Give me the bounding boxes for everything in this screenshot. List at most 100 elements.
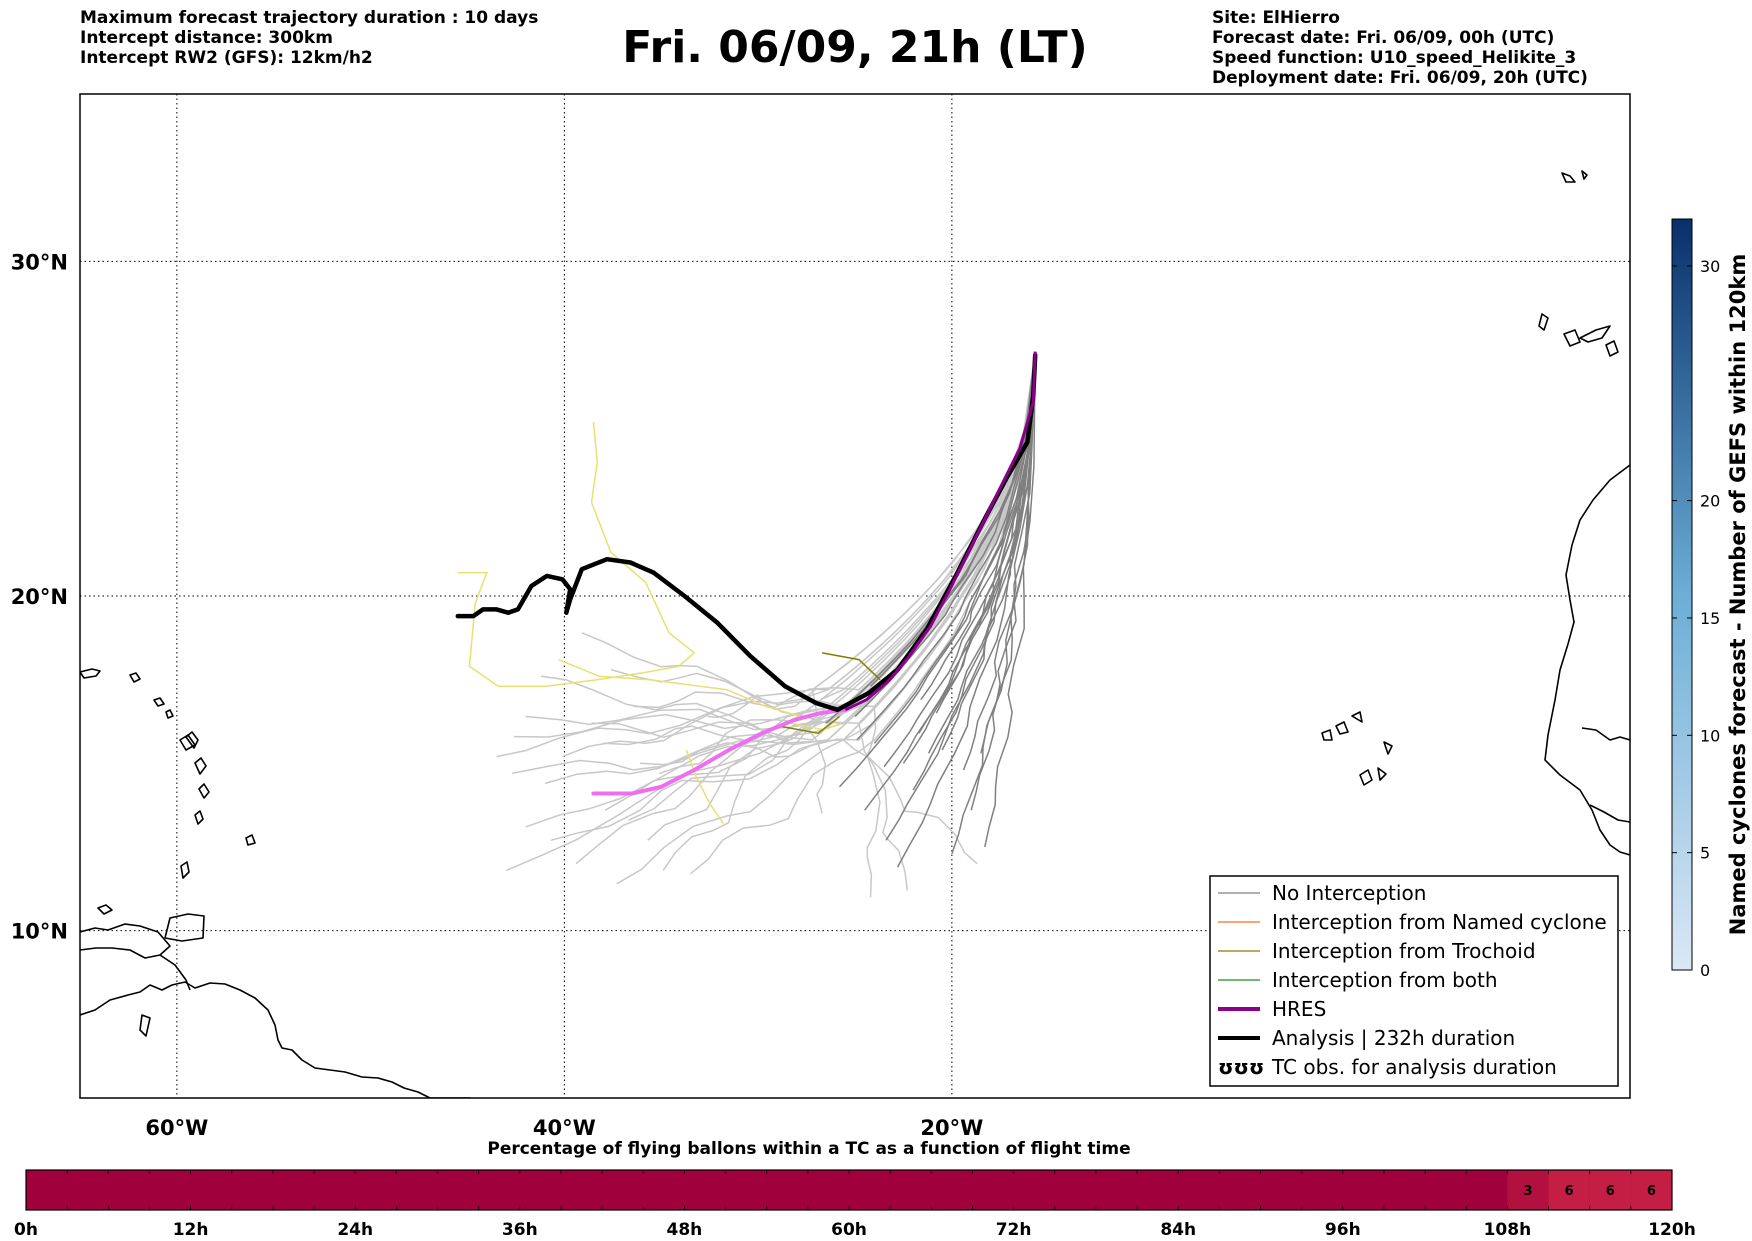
lon-tick-label: 60°W: [145, 1116, 208, 1140]
hres-pink-track-line: [591, 707, 848, 796]
light-track-line: [506, 351, 1036, 872]
coast-small-isle-b: [153, 697, 165, 707]
colorbar-tick-label: 10: [1700, 726, 1720, 745]
coast-canary-4: [1605, 340, 1619, 357]
coast-lesser-antilles-5: [180, 861, 190, 879]
coast-lesser-antilles-2: [194, 757, 207, 775]
deployment-date-text: Deployment date: Fri. 06/09, 20h (UTC): [1212, 68, 1588, 88]
trochoid-interception-tracks: [781, 652, 881, 734]
site-text: Site: ElHierro: [1212, 8, 1340, 28]
coast-canary-1: [1538, 313, 1549, 331]
trochoid-track-line: [781, 715, 840, 734]
legend-label: Analysis | 232h duration: [1272, 1026, 1515, 1050]
colorbar-tick-label: 20: [1700, 492, 1720, 511]
forecast-date-text: Forecast date: Fri. 06/09, 00h (UTC): [1212, 28, 1555, 48]
colorbar-tick-label: 15: [1700, 609, 1720, 628]
no-interception-track-line: [869, 351, 1036, 687]
no-interception-track-line: [864, 351, 1036, 811]
coast-canary-3: [1579, 325, 1611, 343]
timeline-frame: [25, 1169, 1673, 1211]
no-interception-track-line: [902, 351, 1036, 764]
colorbar-tick-label: 0: [1700, 961, 1710, 980]
coast-south-america: [80, 981, 470, 1098]
timeline-tick-label: 96h: [1325, 1220, 1361, 1240]
timeline-tick-label: 84h: [1160, 1220, 1196, 1240]
coast-small-isle-a: [129, 672, 141, 683]
no-interception-track-line: [980, 351, 1036, 754]
page-title: Fri. 06/09, 21h (LT): [622, 22, 1088, 73]
timeline-tick-label: 0h: [14, 1220, 38, 1240]
coast-cape-verde-4: [1335, 721, 1349, 735]
coast-madeira: [1561, 172, 1576, 183]
cyclone-colorbar: 0 5 10 15 20 30 Named cyclones forecast - Numb…: [1671, 218, 1750, 980]
yellow-track-line: [558, 658, 802, 718]
coast-canary-2: [1563, 329, 1581, 347]
light-track-line: [575, 351, 1036, 865]
timeline-bar: [26, 1170, 1672, 1210]
timeline-cell: [1548, 1170, 1590, 1210]
no-interception-track-line: [856, 351, 1036, 741]
coast-lesser-antilles-1: [185, 731, 199, 749]
no-interception-track-line: [873, 351, 1036, 744]
legend-label: Interception from both: [1272, 968, 1498, 992]
coast-cape-verde-1: [1359, 769, 1373, 786]
light-track-line: [634, 351, 1036, 709]
analysis-track-line: [455, 352, 1038, 713]
timeline-tick-label: 24h: [337, 1220, 373, 1240]
timeline-cell-value: 6: [1606, 1184, 1615, 1199]
no-interception-track-line: [918, 351, 1036, 734]
colorbar-tick-label: 30: [1700, 257, 1720, 276]
legend-glyph: ʊʊʊ: [1218, 1055, 1264, 1079]
coast-trinidad: [164, 913, 205, 942]
timeline-cell: [1589, 1170, 1631, 1210]
colorbar-label: Named cyclones forecast - Number of GEFS…: [1726, 254, 1750, 935]
alt-tracks: [457, 421, 842, 825]
coast-antigua: [179, 734, 196, 751]
trochoid-track-line: [821, 652, 881, 681]
coast-lesser-antilles-3: [198, 783, 210, 799]
legend-label: No Interception: [1272, 881, 1426, 905]
lon-tick-label: 20°W: [920, 1116, 983, 1140]
no-interception-track-line: [962, 351, 1036, 771]
yellow-track-line: [685, 749, 724, 825]
timeline-tick-label: 72h: [996, 1220, 1032, 1240]
hres-and-analysis-tracks: [455, 351, 1038, 796]
timeline-cell-value: 6: [1565, 1184, 1574, 1199]
header-left-info: Maximum forecast trajectory duration : 1…: [80, 8, 538, 68]
no-interception-track-line: [912, 351, 1036, 791]
coast-peninsula: [159, 954, 191, 991]
timeline-tick-label: 120h: [1648, 1220, 1696, 1240]
no-interception-track-line: [935, 351, 1036, 714]
colorbar-tick-label: 5: [1700, 844, 1710, 863]
light-track-line: [496, 351, 1036, 758]
intercept-rw2-text: Intercept RW2 (GFS): 12km/h2: [80, 48, 373, 68]
max-duration-text: Maximum forecast trajectory duration : 1…: [80, 8, 539, 28]
coast-africa-west: [1544, 464, 1630, 856]
light-track-line: [581, 351, 1036, 725]
timeline-tick-label: 36h: [502, 1220, 538, 1240]
map-frame: [79, 93, 1631, 1099]
lat-tick-label: 30°N: [11, 250, 68, 274]
timeline-tick-label: 12h: [173, 1220, 209, 1240]
coast-small-caribbean-2: [139, 1014, 151, 1037]
timeline-cell: [1507, 1170, 1549, 1210]
legend-label: HRES: [1272, 997, 1326, 1021]
legend-label: Interception from Trochoid: [1272, 939, 1536, 963]
coast-small-caribbean-1: [97, 904, 113, 915]
timeline-title: Percentage of flying ballons within a TC…: [487, 1139, 1130, 1159]
coast-venezuela-north: [80, 923, 171, 959]
lat-tick-label: 20°N: [11, 585, 68, 609]
timeline-cell: [1630, 1170, 1672, 1210]
map-legend: No Interception Interception from Named c…: [1209, 875, 1619, 1087]
timeline-tick-label: 108h: [1484, 1220, 1532, 1240]
coast-cape-verde-5: [1351, 711, 1363, 723]
legend-box: [1209, 875, 1619, 1087]
map-axis-labels: 30°N 20°N 10°N 60°W 40°W 20°W: [11, 250, 984, 1140]
no-interception-track-line: [896, 351, 1036, 868]
timeline-tick-label: 48h: [667, 1220, 703, 1240]
lat-tick-label: 10°N: [11, 920, 68, 944]
legend-label: Interception from Named cyclone: [1272, 910, 1607, 934]
lon-tick-label: 40°W: [533, 1116, 596, 1140]
yellow-track-line: [457, 421, 696, 688]
